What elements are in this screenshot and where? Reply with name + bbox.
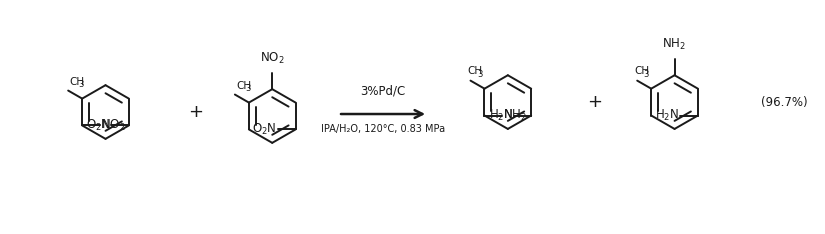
Text: (96.7%): (96.7%) [761,96,808,109]
Text: CH: CH [634,66,649,76]
Text: 3: 3 [245,84,250,92]
Text: +: + [587,93,602,111]
Text: $\mathrm{H_2N}$: $\mathrm{H_2N}$ [655,108,679,123]
Text: $\mathrm{H_2N}$: $\mathrm{H_2N}$ [488,108,512,123]
Text: $\mathrm{NO_2}$: $\mathrm{NO_2}$ [260,51,285,66]
Text: CH: CH [69,77,84,87]
Text: 3: 3 [78,80,83,89]
Text: CH: CH [236,80,251,91]
Text: 3: 3 [644,70,649,79]
Text: $\mathrm{NH_2}$: $\mathrm{NH_2}$ [662,37,686,52]
Text: $\mathrm{NH_2}$: $\mathrm{NH_2}$ [503,108,527,123]
Text: 3: 3 [477,70,483,79]
Text: +: + [188,103,203,121]
Text: IPA/H₂O, 120°C, 0.83 MPa: IPA/H₂O, 120°C, 0.83 MPa [321,124,446,134]
Text: 3%Pd/C: 3%Pd/C [361,84,406,97]
Text: $\mathrm{NO_2}$: $\mathrm{NO_2}$ [101,118,125,133]
Text: $\mathrm{O_2N}$: $\mathrm{O_2N}$ [86,118,111,133]
Text: $\mathrm{O_2N}$: $\mathrm{O_2N}$ [252,122,277,137]
Text: CH: CH [468,66,483,76]
